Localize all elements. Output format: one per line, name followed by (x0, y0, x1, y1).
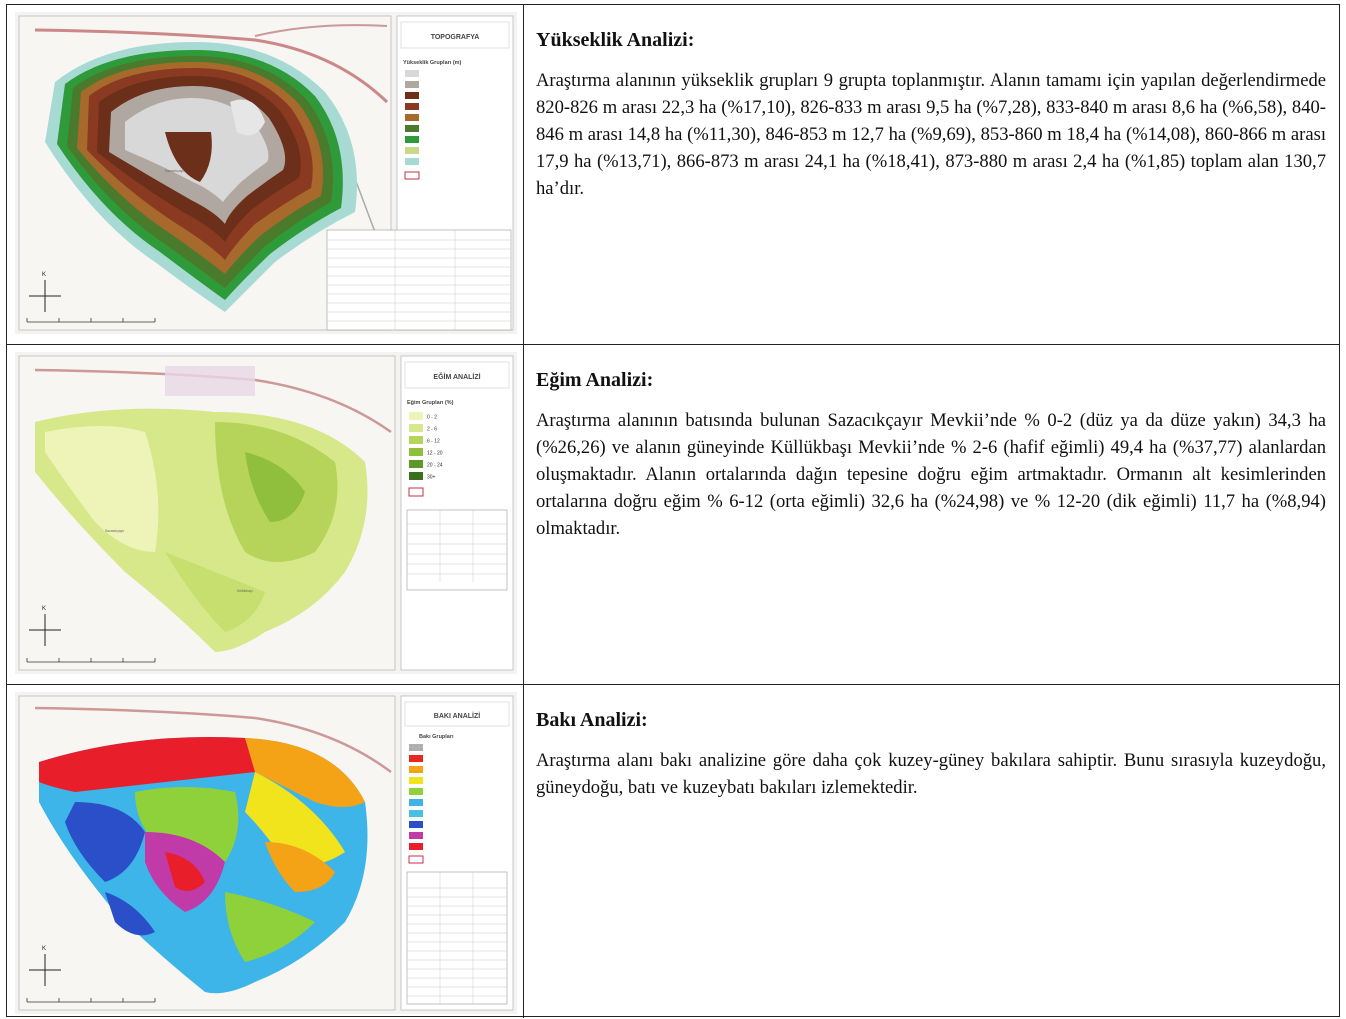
slope-legend-item: 0 - 2 (427, 415, 437, 421)
compass-label: K (42, 272, 46, 278)
table-row-baki: K BAKI ANALİZİ Bakı Grupları (7, 685, 1339, 1018)
slope-map: Sazacıkçayır Küllükbaşı K EĞİM ANALİZİ E… (15, 352, 517, 674)
aspect-map: K BAKI ANALİZİ Bakı Grupları (15, 692, 517, 1014)
slope-legend: 0 - 2 2 - 6 6 - 12 12 - 20 20 - 24 30+ (408, 412, 443, 497)
table-row-egim: Sazacıkçayır Küllükbaşı K EĞİM ANALİZİ E… (7, 345, 1339, 685)
compass-label: K (42, 946, 46, 952)
slope-legend-item: 12 - 20 (427, 451, 443, 457)
svg-text:Sazacıkçayır: Sazacıkçayır (105, 529, 125, 533)
aspect-legend-title: Bakı Grupları (419, 734, 454, 740)
section-title: Eğim Analizi: (536, 369, 654, 391)
section-body: Araştırma alanının yükseklik grupları 9 … (536, 70, 1326, 199)
section-egim: Eğim Analizi: Araştırma alanının batısın… (536, 357, 1326, 542)
compass-label: K (42, 606, 46, 612)
section-baki: Bakı Analizi: Araştırma alanı bakı anali… (536, 697, 1326, 801)
slope-map-title: EĞİM ANALİZİ (433, 372, 480, 381)
aspect-legend-swatches (408, 744, 424, 864)
column-divider (523, 5, 524, 344)
column-divider (523, 685, 524, 1018)
slope-legend-title: Eğim Grupları (%) (407, 400, 454, 406)
section-body: Araştırma alanının batısında bulunan Saz… (536, 410, 1326, 539)
topography-map-title: TOPOGRAFYA (431, 34, 480, 41)
topography-legend-title: Yükseklik Grupları (m) (403, 60, 462, 66)
slope-legend-item: 2 - 6 (427, 427, 437, 433)
section-yukseklik: Yükseklik Analizi: Araştırma alanının yü… (536, 17, 1326, 202)
table-row-yukseklik: Sazacıkçayır K TOPOGRAFYA Yükseklik Grup (7, 5, 1339, 345)
slope-legend-item: 30+ (427, 475, 436, 481)
slope-legend-item: 6 - 12 (427, 439, 440, 445)
aspect-map-title: BAKI ANALİZİ (434, 712, 480, 720)
slope-legend-item: 20 - 24 (427, 463, 443, 469)
document-table: Sazacıkçayır K TOPOGRAFYA Yükseklik Grup (6, 4, 1340, 1018)
column-divider (523, 345, 524, 684)
svg-text:Sazacıkçayır: Sazacıkçayır (165, 169, 185, 173)
section-body: Araştırma alanı bakı analizine göre daha… (536, 750, 1326, 798)
topography-legend-swatches (404, 70, 420, 180)
topography-map: Sazacıkçayır K TOPOGRAFYA Yükseklik Grup (15, 12, 517, 334)
section-title: Yükseklik Analizi: (536, 29, 695, 51)
section-title: Bakı Analizi: (536, 709, 648, 731)
svg-text:Küllükbaşı: Küllükbaşı (237, 589, 253, 593)
